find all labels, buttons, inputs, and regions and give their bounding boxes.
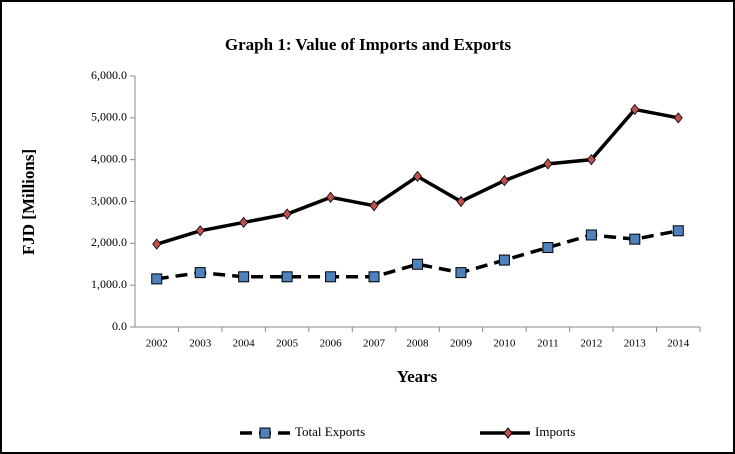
point [585,229,597,241]
point [672,225,684,237]
legend-marker [259,427,271,439]
point [630,103,640,116]
x-axis-label: Years [397,367,438,386]
point [281,271,293,283]
x-tick-label: 2010 [493,338,516,350]
point [282,208,292,220]
x-tick-label: 2002 [146,338,168,350]
chart-title: Graph 1: Value of Imports and Exports [225,35,512,54]
legend-label: Total Exports [295,424,365,439]
point [152,238,162,250]
point [412,170,423,183]
point [499,174,509,187]
point [455,267,467,279]
point [369,200,379,212]
y-tick-label: 0.0 [112,319,127,333]
point [238,271,250,283]
point [542,242,554,254]
y-tick-label: 2,000.0 [91,235,127,249]
x-tick-label: 2003 [189,338,212,350]
y-tick-label: 3,000.0 [91,193,127,207]
x-tick-label: 2008 [407,338,430,350]
point [239,216,249,229]
x-tick-label: 2011 [537,338,559,350]
point [151,273,163,285]
point [325,271,337,283]
x-tick-label: 2007 [363,338,386,350]
point [456,195,466,208]
y-tick-label: 6,000.0 [91,68,127,82]
x-tick-label: 2005 [276,338,299,350]
x-tick-label: 2006 [320,338,343,350]
x-tick-label: 2004 [233,338,256,350]
point [412,258,423,270]
point [543,158,553,170]
point [498,254,510,266]
legend-marker [503,427,513,439]
point [326,191,336,203]
point [194,267,206,279]
y-axis-label: FJD [Millions] [19,149,38,255]
legend-label: Imports [535,424,575,439]
y-tick-label: 1,000.0 [91,277,127,291]
x-tick-label: 2009 [450,338,473,350]
x-tick-label: 2012 [580,338,602,350]
x-tick-label: 2014 [667,338,690,350]
x-tick-label: 2013 [624,338,647,350]
point [673,112,683,124]
point [368,271,380,283]
y-tick-label: 5,000.0 [91,110,127,124]
point [629,233,641,245]
y-tick-label: 4,000.0 [91,151,127,165]
point [586,154,596,166]
point [195,225,205,237]
